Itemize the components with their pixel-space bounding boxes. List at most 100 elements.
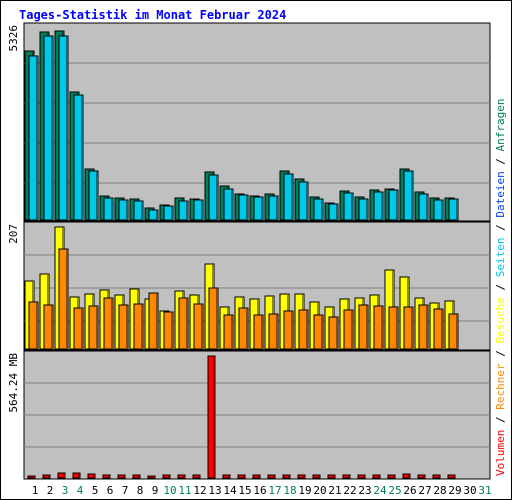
day-label-2: 2 xyxy=(47,484,54,497)
bar-shade xyxy=(288,476,290,478)
day-label-23: 23 xyxy=(358,484,371,497)
bar-shade xyxy=(411,308,413,349)
bar-dateien-day-25 xyxy=(388,189,399,221)
bar-dateien-day-29 xyxy=(448,198,459,221)
day-label-4: 4 xyxy=(77,484,84,497)
day-label-19: 19 xyxy=(298,484,311,497)
bar-shade xyxy=(276,197,278,220)
bar-shade xyxy=(441,201,443,220)
bar-volumen-day-4 xyxy=(72,472,81,479)
bar-dateien-day-23 xyxy=(358,198,369,221)
bar-shade xyxy=(216,176,218,220)
chart-title: Tages-Statistik im Monat Februar 2024 xyxy=(19,8,286,22)
bar-volumen-day-8 xyxy=(132,474,141,479)
bar-dateien-day-3 xyxy=(58,35,69,221)
bar-dateien-day-20 xyxy=(313,198,324,221)
bar-shade xyxy=(96,307,98,349)
day-label-15: 15 xyxy=(238,484,251,497)
day-label-21: 21 xyxy=(328,484,341,497)
bar-dateien-day-26 xyxy=(403,170,414,221)
bar-shade xyxy=(423,476,425,478)
bar-shade xyxy=(366,306,368,349)
bar-shade xyxy=(231,316,233,349)
day-label-1: 1 xyxy=(32,484,39,497)
bar-besuche-day-13 xyxy=(208,287,219,350)
bar-shade xyxy=(171,207,173,220)
bar-besuche-day-2 xyxy=(43,304,54,350)
bar-shade xyxy=(51,37,53,220)
bar-shade xyxy=(303,476,305,478)
bar-volumen-day-29 xyxy=(447,474,456,479)
bar-shade xyxy=(111,299,113,349)
day-label-22: 22 xyxy=(343,484,356,497)
bar-shade xyxy=(261,198,263,220)
day-axis-labels: 1 2 3 4 5 6 7 8 9 10 11 12 13 14 15 16 17 18 19 20 21 22 23 24 2… xyxy=(32,484,492,497)
legend-item-seiten: Seiten xyxy=(494,238,507,278)
panel-requests-files xyxy=(23,22,491,222)
bar-volumen-day-5 xyxy=(87,473,96,479)
bar-dateien-day-22 xyxy=(343,192,354,221)
bar-shade xyxy=(216,289,218,349)
bar-besuche-day-26 xyxy=(403,306,414,350)
bar-besuche-day-7 xyxy=(118,304,129,350)
bar-volumen-day-6 xyxy=(102,474,111,479)
bar-dateien-day-27 xyxy=(418,193,429,221)
bar-shade xyxy=(336,205,338,220)
bar-volumen-day-15 xyxy=(237,474,246,479)
legend-item-dateien: Dateien xyxy=(494,171,507,217)
bar-dateien-day-16 xyxy=(253,196,264,221)
bar-shade xyxy=(363,476,365,478)
bar-shade xyxy=(201,305,203,349)
bar-besuche-day-3 xyxy=(58,248,69,350)
bar-dateien-day-1 xyxy=(28,55,39,221)
bar-shade xyxy=(378,476,380,478)
bar-volumen-day-17 xyxy=(267,474,276,479)
bar-volumen-day-23 xyxy=(357,474,366,479)
bar-shade xyxy=(141,305,143,349)
bar-dateien-day-24 xyxy=(373,191,384,221)
day-label-24: 24 xyxy=(373,484,387,497)
bar-dateien-day-11 xyxy=(178,200,189,221)
bar-shade xyxy=(81,96,83,220)
bar-dateien-day-17 xyxy=(268,195,279,221)
bar-volumen-day-12 xyxy=(192,474,201,479)
legend-separator: / xyxy=(494,218,507,238)
bar-shade xyxy=(321,316,323,349)
bar-shade xyxy=(396,191,398,220)
bar-dateien-day-9 xyxy=(148,209,159,221)
bar-dateien-day-15 xyxy=(238,194,249,221)
bar-shade xyxy=(81,309,83,349)
bar-besuche-day-15 xyxy=(238,307,249,350)
bar-shade xyxy=(291,175,293,220)
bar-shade xyxy=(213,357,215,478)
bar-volumen-day-18 xyxy=(282,474,291,479)
bar-dateien-day-13 xyxy=(208,174,219,221)
legend-item-anfragen: Anfragen xyxy=(494,98,507,151)
day-label-27: 27 xyxy=(418,484,431,497)
bar-shade xyxy=(318,476,320,478)
bar-dateien-day-6 xyxy=(103,197,114,221)
bar-volumen-day-24 xyxy=(372,474,381,479)
bar-shade xyxy=(306,311,308,349)
bar-volumen-day-16 xyxy=(252,474,261,479)
bar-besuche-day-24 xyxy=(373,305,384,350)
bar-volumen-day-19 xyxy=(297,474,306,479)
day-label-12: 12 xyxy=(193,484,206,497)
bar-besuche-day-12 xyxy=(193,303,204,350)
bar-shade xyxy=(333,476,335,478)
bar-dateien-day-14 xyxy=(223,188,234,221)
bar-shade xyxy=(411,172,413,220)
day-label-11: 11 xyxy=(178,484,191,497)
bar-shade xyxy=(321,200,323,220)
bar-dateien-day-19 xyxy=(298,181,309,221)
bar-besuche-day-29 xyxy=(448,313,459,350)
bar-shade xyxy=(393,476,395,478)
bar-shade xyxy=(111,199,113,220)
bar-besuche-day-28 xyxy=(433,308,444,350)
panel-pages-visits xyxy=(23,221,491,351)
bar-shade xyxy=(273,476,275,478)
bar-volumen-day-21 xyxy=(327,474,336,479)
bar-shade xyxy=(396,308,398,349)
bar-shade xyxy=(63,474,65,478)
panel-volume xyxy=(23,350,491,480)
